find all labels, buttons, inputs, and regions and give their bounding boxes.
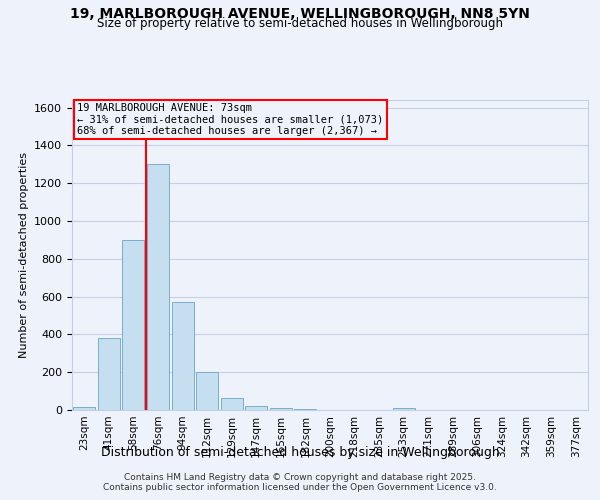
Y-axis label: Number of semi-detached properties: Number of semi-detached properties <box>19 152 29 358</box>
Text: Distribution of semi-detached houses by size in Wellingborough: Distribution of semi-detached houses by … <box>101 446 499 459</box>
Bar <box>122 240 145 410</box>
Bar <box>98 338 120 410</box>
Bar <box>295 409 316 410</box>
Bar <box>270 408 292 410</box>
Bar <box>73 407 95 410</box>
Text: Contains HM Land Registry data © Crown copyright and database right 2025.
Contai: Contains HM Land Registry data © Crown c… <box>103 473 497 492</box>
Bar <box>221 398 243 410</box>
Bar <box>392 408 415 410</box>
Text: 19, MARLBOROUGH AVENUE, WELLINGBOROUGH, NN8 5YN: 19, MARLBOROUGH AVENUE, WELLINGBOROUGH, … <box>70 8 530 22</box>
Text: Size of property relative to semi-detached houses in Wellingborough: Size of property relative to semi-detach… <box>97 18 503 30</box>
Text: 19 MARLBOROUGH AVENUE: 73sqm
← 31% of semi-detached houses are smaller (1,073)
6: 19 MARLBOROUGH AVENUE: 73sqm ← 31% of se… <box>77 103 383 136</box>
Bar <box>196 372 218 410</box>
Bar <box>245 406 268 410</box>
Bar <box>147 164 169 410</box>
Bar <box>172 302 194 410</box>
